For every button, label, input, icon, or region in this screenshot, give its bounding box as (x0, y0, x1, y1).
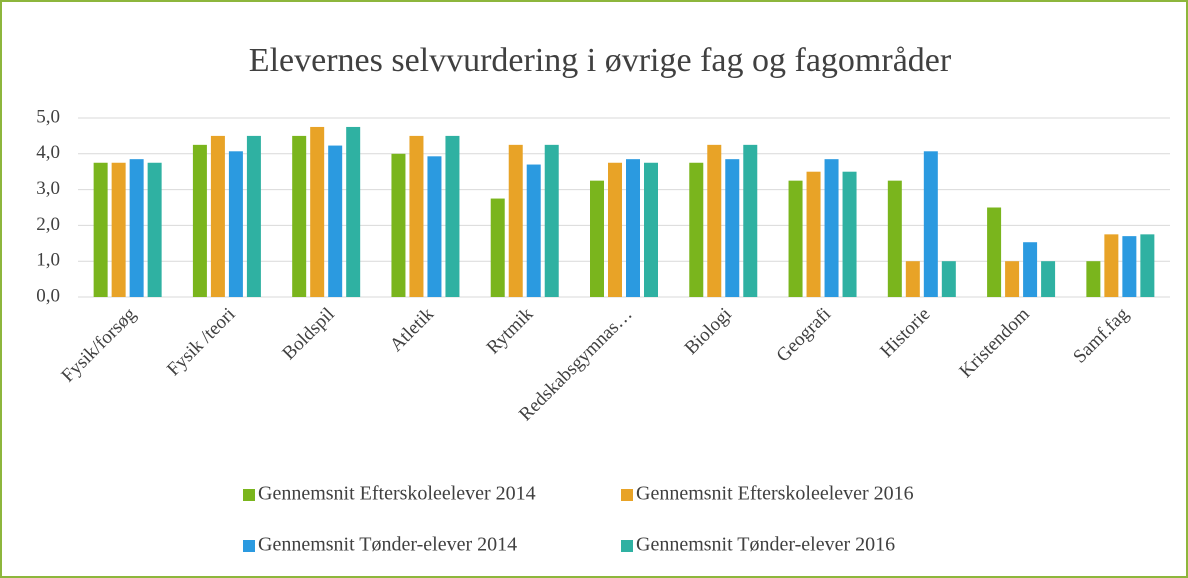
bar (987, 207, 1002, 297)
bar (1086, 261, 1101, 297)
bar (824, 159, 839, 297)
chart-title: Elevernes selvvurdering i øvrige fag og … (249, 42, 952, 79)
y-tick-label: 4,0 (36, 142, 60, 163)
bar (1041, 261, 1056, 297)
bar (427, 156, 442, 297)
y-tick-label: 3,0 (36, 178, 60, 199)
bar (1023, 242, 1038, 297)
bar (544, 144, 559, 297)
bar (941, 261, 956, 297)
bar (328, 145, 343, 297)
bar (310, 126, 325, 297)
bar (1122, 236, 1137, 297)
bar (905, 261, 920, 297)
bar (147, 162, 162, 297)
bar (1005, 261, 1020, 297)
bar (409, 135, 424, 297)
bar (887, 180, 902, 297)
legend-swatch (621, 489, 633, 501)
bar (292, 135, 307, 297)
bar (1104, 234, 1119, 297)
legend-swatch (621, 540, 633, 552)
bar (129, 159, 144, 297)
bar (590, 180, 604, 297)
y-tick-label: 5,0 (36, 106, 60, 127)
bar (923, 151, 938, 297)
bar (93, 162, 108, 297)
bar (210, 135, 225, 297)
bar (346, 126, 361, 297)
bar (725, 159, 740, 297)
y-tick-label: 0,0 (36, 285, 60, 306)
legend-label: Gennemsnit Efterskoleelever 2016 (636, 483, 914, 505)
bar (111, 162, 126, 297)
y-tick-label: 2,0 (36, 214, 60, 235)
bar (743, 144, 758, 297)
y-tick-label: 1,0 (36, 250, 60, 271)
bar (707, 144, 722, 297)
bar (689, 162, 704, 297)
bar (508, 144, 523, 297)
bar (806, 171, 821, 297)
legend-label: Gennemsnit Efterskoleelever 2014 (258, 483, 536, 505)
bar (644, 162, 658, 297)
bar (526, 164, 541, 297)
bar (192, 144, 207, 297)
bar (788, 180, 803, 297)
bar (445, 135, 460, 297)
legend-swatch (243, 540, 255, 552)
legend-swatch (243, 489, 255, 501)
bar (246, 135, 261, 297)
bar (391, 153, 406, 297)
legend-label: Gennemsnit Tønder-elever 2016 (636, 534, 895, 556)
bar (1140, 234, 1155, 297)
bar (842, 171, 857, 297)
bar (490, 198, 505, 297)
bar (228, 151, 243, 297)
legend-label: Gennemsnit Tønder-elever 2014 (258, 534, 517, 556)
bar (626, 159, 640, 297)
bar (608, 162, 622, 297)
